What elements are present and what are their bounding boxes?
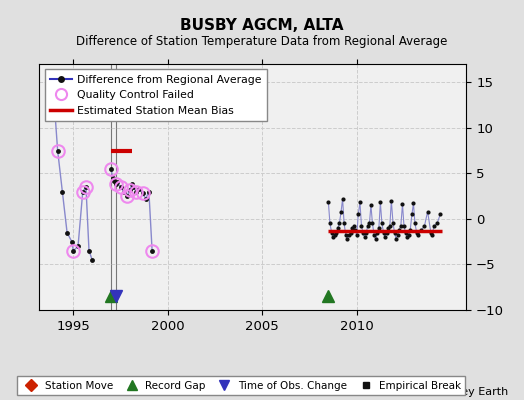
- Text: BUSBY AGCM, ALTA: BUSBY AGCM, ALTA: [180, 18, 344, 33]
- Text: Berkeley Earth: Berkeley Earth: [426, 387, 508, 397]
- Legend: Difference from Regional Average, Quality Control Failed, Estimated Station Mean: Difference from Regional Average, Qualit…: [45, 70, 267, 121]
- Text: Difference of Station Temperature Data from Regional Average: Difference of Station Temperature Data f…: [77, 35, 447, 48]
- Legend: Station Move, Record Gap, Time of Obs. Change, Empirical Break: Station Move, Record Gap, Time of Obs. C…: [17, 376, 465, 395]
